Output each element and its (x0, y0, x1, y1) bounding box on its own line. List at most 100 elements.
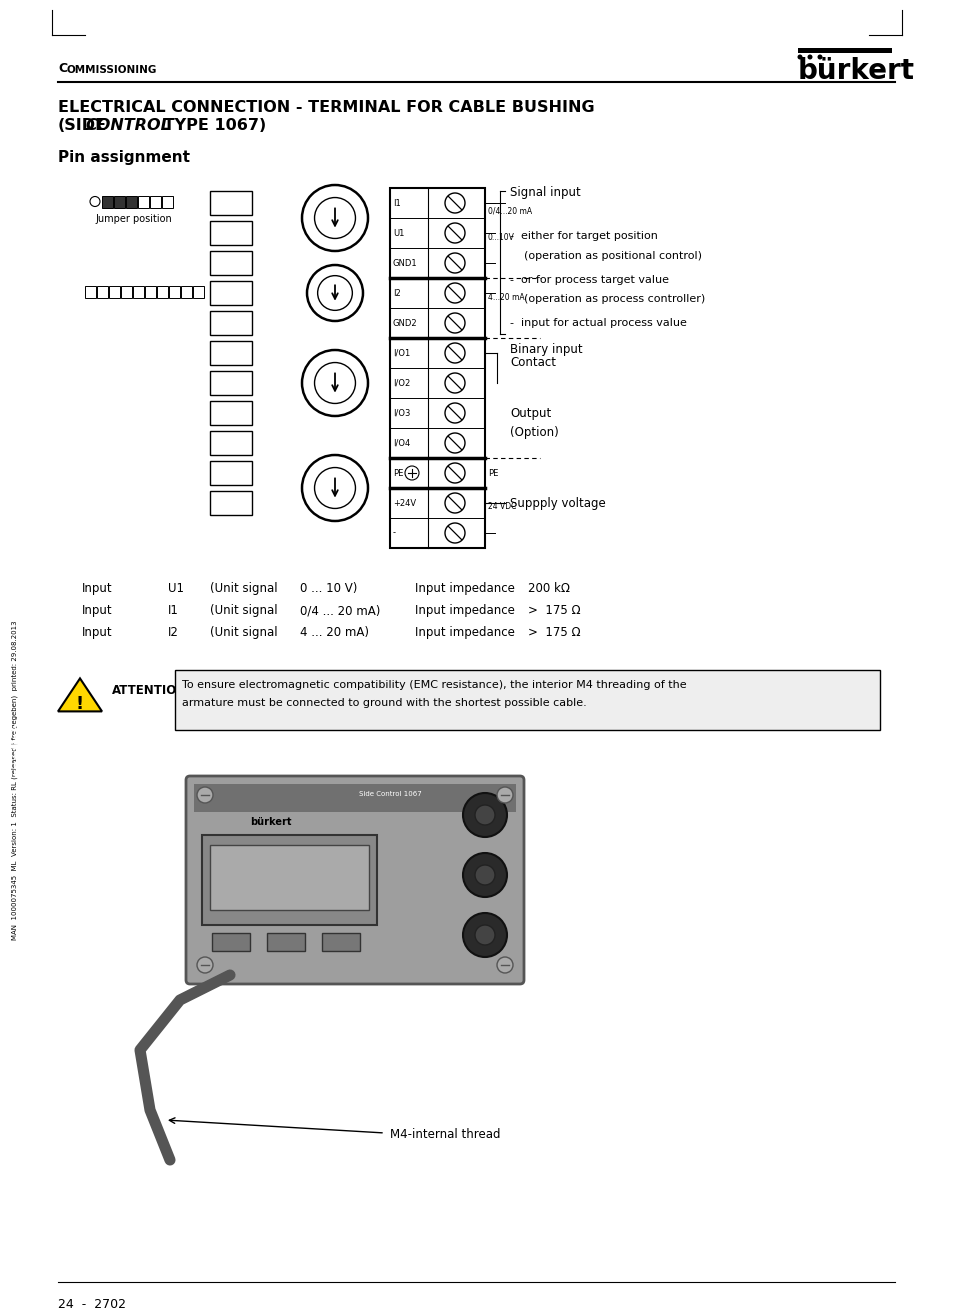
Polygon shape (58, 679, 102, 711)
Text: 0/4...20 mA: 0/4...20 mA (488, 206, 532, 214)
Text: TYPE 1067): TYPE 1067) (158, 118, 266, 133)
Text: armature must be connected to ground with the shortest possible cable.: armature must be connected to ground wit… (182, 698, 586, 707)
Bar (210, 431, 252, 455)
Circle shape (307, 266, 363, 321)
Circle shape (444, 433, 464, 452)
Circle shape (444, 193, 464, 213)
Text: 200 kΩ: 200 kΩ (527, 583, 569, 594)
Text: CONTROL: CONTROL (85, 118, 171, 133)
Text: (operation as positional control): (operation as positional control) (510, 250, 701, 260)
Circle shape (302, 455, 368, 521)
Text: M4-internal thread: M4-internal thread (390, 1128, 500, 1141)
Circle shape (497, 957, 513, 973)
Bar (174, 671, 879, 730)
Text: -  either for target position: - either for target position (510, 231, 658, 241)
Bar (210, 221, 252, 245)
Text: I1: I1 (393, 199, 400, 208)
Circle shape (444, 313, 464, 333)
Text: PE: PE (488, 468, 497, 477)
Circle shape (444, 283, 464, 302)
Text: I2: I2 (393, 288, 400, 297)
Circle shape (314, 197, 355, 238)
Text: (operation as process controller): (operation as process controller) (510, 295, 704, 304)
FancyBboxPatch shape (186, 776, 523, 984)
Circle shape (475, 924, 495, 945)
Text: bürkert: bürkert (797, 57, 914, 85)
Text: Signal input: Signal input (510, 185, 580, 199)
Text: Binary input: Binary input (510, 343, 582, 356)
Text: -: - (393, 529, 395, 538)
Text: (Unit signal: (Unit signal (210, 583, 277, 594)
Circle shape (444, 373, 464, 393)
Text: Input impedance: Input impedance (415, 604, 515, 617)
Bar (97, 285, 108, 297)
Bar (102, 196, 112, 208)
Circle shape (444, 343, 464, 363)
Bar (169, 285, 180, 297)
Text: OMMISSIONING: OMMISSIONING (67, 64, 157, 75)
Text: 4...20 mA: 4...20 mA (488, 293, 524, 302)
Circle shape (302, 350, 368, 416)
Bar (210, 490, 252, 515)
Bar (109, 285, 120, 297)
Text: Output: Output (510, 406, 551, 419)
Circle shape (462, 913, 506, 957)
Bar (210, 462, 252, 485)
Text: 24  -  2702: 24 - 2702 (58, 1298, 126, 1311)
Circle shape (806, 54, 812, 59)
Bar (157, 285, 168, 297)
Text: C: C (58, 62, 67, 75)
Bar (390, 188, 484, 548)
Circle shape (462, 853, 506, 897)
Circle shape (475, 805, 495, 825)
Bar (210, 341, 252, 366)
Text: Input: Input (82, 626, 112, 639)
Bar (210, 846, 369, 910)
Bar (145, 285, 156, 297)
Text: !: ! (76, 696, 84, 713)
Text: Input: Input (82, 583, 112, 594)
Circle shape (444, 224, 464, 243)
Text: ELECTRICAL CONNECTION - TERMINAL FOR CABLE BUSHING: ELECTRICAL CONNECTION - TERMINAL FOR CAB… (58, 100, 594, 114)
Bar (210, 371, 252, 394)
Text: (SIDE: (SIDE (58, 118, 107, 133)
Text: To ensure electromagnetic compatibility (EMC resistance), the interior M4 thread: To ensure electromagnetic compatibility … (182, 680, 686, 690)
Bar (322, 934, 359, 951)
Bar (85, 285, 96, 297)
Text: 0/4 ... 20 mA): 0/4 ... 20 mA) (299, 604, 380, 617)
Text: I/O4: I/O4 (393, 438, 410, 447)
Text: 0 ... 10 V): 0 ... 10 V) (299, 583, 357, 594)
Bar (267, 934, 305, 951)
Text: >  175 Ω: > 175 Ω (527, 626, 580, 639)
Bar (121, 285, 132, 297)
Circle shape (302, 185, 368, 251)
Text: ATTENTION!: ATTENTION! (112, 684, 193, 697)
Text: 0...10V: 0...10V (488, 233, 515, 242)
Circle shape (196, 786, 213, 803)
Circle shape (462, 793, 506, 838)
Circle shape (444, 523, 464, 543)
Text: Contact: Contact (510, 356, 556, 370)
Text: >  175 Ω: > 175 Ω (527, 604, 580, 617)
Text: Pin assignment: Pin assignment (58, 150, 190, 164)
Circle shape (797, 54, 801, 59)
Bar (138, 196, 149, 208)
Bar (193, 784, 516, 811)
Bar (162, 196, 172, 208)
Bar (193, 285, 204, 297)
Text: U1: U1 (168, 583, 184, 594)
Bar (797, 49, 891, 53)
Text: Jumper position: Jumper position (95, 213, 172, 224)
Text: (Option): (Option) (510, 426, 558, 439)
Text: MAN  1000075345  ML  Version: 1  Status: RL (released | freigegeben)  printed: 2: MAN 1000075345 ML Version: 1 Status: RL … (12, 621, 19, 940)
Bar (113, 196, 125, 208)
Bar (210, 281, 252, 305)
Text: I/O1: I/O1 (393, 348, 410, 358)
Bar (210, 191, 252, 214)
Text: Side Control 1067: Side Control 1067 (358, 792, 421, 797)
Text: I2: I2 (168, 626, 178, 639)
Text: U1: U1 (393, 229, 404, 238)
Bar (210, 401, 252, 425)
Text: (Unit signal: (Unit signal (210, 626, 277, 639)
Text: english: english (11, 721, 25, 778)
